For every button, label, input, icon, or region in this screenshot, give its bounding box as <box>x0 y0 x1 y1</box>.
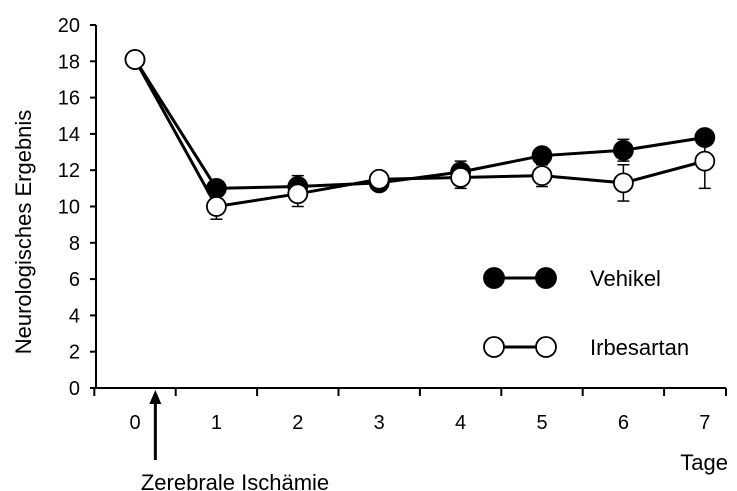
x-tick-label: 0 <box>129 412 140 434</box>
data-point-irbesartan <box>368 168 390 190</box>
x-axis-title: Tage <box>680 450 728 475</box>
data-point-irbesartan <box>613 172 634 194</box>
data-point-vehikel <box>694 127 716 148</box>
y-tick-label: 14 <box>58 124 80 146</box>
x-tick-label: 5 <box>536 412 547 434</box>
series-line-irbesartan <box>133 58 706 209</box>
annotation-arrow-head <box>149 390 162 404</box>
annotation-label: Zerebrale Ischämie <box>141 470 329 491</box>
data-point-vehikel <box>205 177 227 199</box>
x-tick-label: 2 <box>292 412 303 434</box>
x-tick-label: 4 <box>455 412 466 434</box>
y-tick-label: 4 <box>69 305 80 327</box>
annotations <box>149 390 162 460</box>
series-lines <box>133 58 706 209</box>
legend-marker <box>535 267 557 289</box>
y-tick-label: 8 <box>69 233 80 255</box>
data-point-irbesartan <box>694 150 716 172</box>
legend-marker <box>483 336 505 358</box>
y-tick-label: 12 <box>58 160 80 182</box>
y-tick-label: 16 <box>58 88 80 110</box>
x-tick-label: 6 <box>618 412 629 434</box>
x-tick-label: 1 <box>211 412 222 434</box>
y-tick-label: 18 <box>58 51 80 73</box>
data-point-irbesartan <box>287 183 309 205</box>
legend: Vehikel Irbesartan <box>483 266 689 360</box>
legend-label: Irbesartan <box>590 335 689 360</box>
legend-marker <box>483 267 505 289</box>
data-point-irbesartan <box>124 49 146 70</box>
x-tick-label: 7 <box>699 412 710 434</box>
y-tick-label: 6 <box>69 269 80 291</box>
data-point-irbesartan <box>205 196 227 217</box>
data-point-irbesartan <box>450 167 472 188</box>
data-point-vehikel <box>531 145 553 167</box>
y-tick-label: 2 <box>69 342 80 364</box>
data-point-vehikel <box>613 139 634 161</box>
x-tick-label: 3 <box>374 412 385 434</box>
y-tick-label: 20 <box>58 15 80 37</box>
y-axis-title: Neurologisches Ergebnis <box>11 110 36 355</box>
series-line-vehikel <box>133 58 706 190</box>
legend-label: Vehikel <box>590 266 661 291</box>
series-markers <box>124 49 716 217</box>
data-point-irbesartan <box>531 165 553 187</box>
legend-marker <box>535 336 557 358</box>
y-tick-label: 10 <box>58 197 80 219</box>
y-tick-label: 0 <box>69 378 80 400</box>
